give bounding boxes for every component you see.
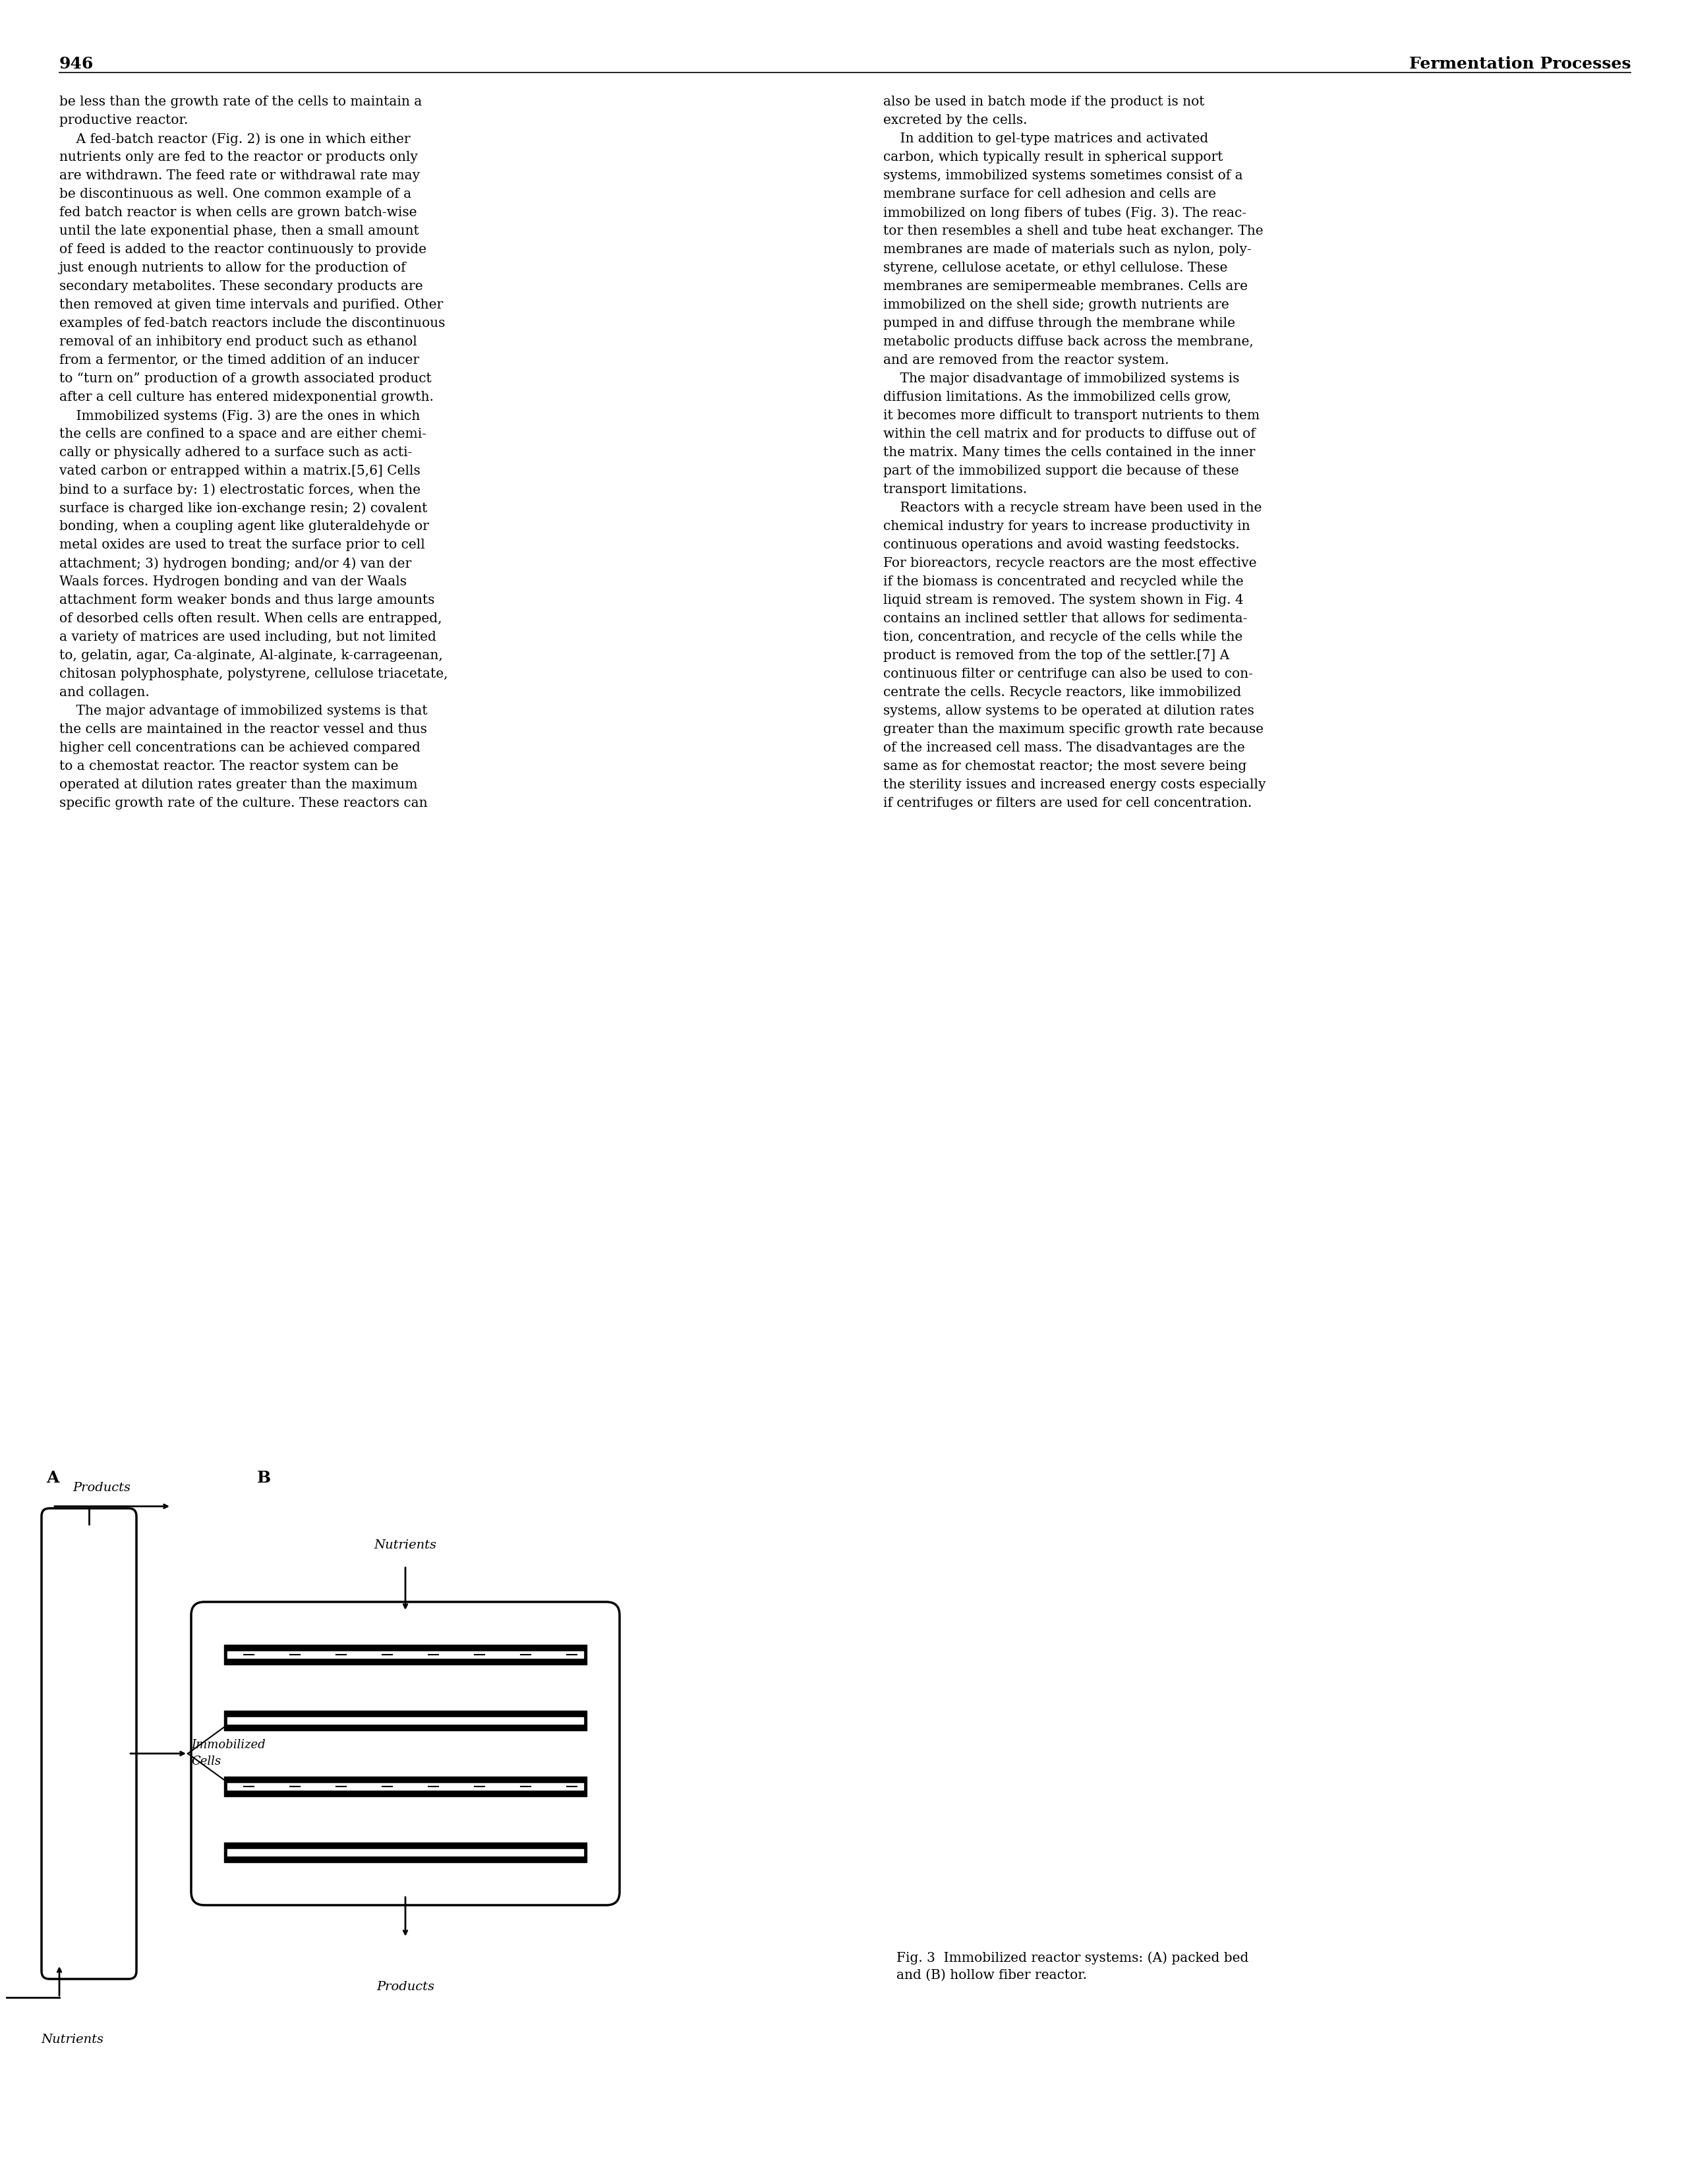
Text: surface is charged like ion-exchange resin; 2) covalent: surface is charged like ion-exchange res… (59, 502, 428, 515)
Text: systems, immobilized systems sometimes consist of a: systems, immobilized systems sometimes c… (884, 170, 1242, 181)
Text: transport limitations.: transport limitations. (884, 483, 1028, 496)
Text: carbon, which typically result in spherical support: carbon, which typically result in spheri… (884, 151, 1224, 164)
Text: also be used in batch mode if the product is not: also be used in batch mode if the produc… (884, 96, 1205, 109)
Text: if centrifuges or filters are used for cell concentration.: if centrifuges or filters are used for c… (884, 797, 1252, 810)
Text: Waals forces. Hydrogen bonding and van der Waals: Waals forces. Hydrogen bonding and van d… (59, 577, 407, 587)
Text: pumped in and diffuse through the membrane while: pumped in and diffuse through the membra… (884, 317, 1235, 330)
Text: A fed-batch reactor (Fig. 2) is one in which either: A fed-batch reactor (Fig. 2) is one in w… (59, 133, 411, 146)
Text: attachment; 3) hydrogen bonding; and/or 4) van der: attachment; 3) hydrogen bonding; and/or … (59, 557, 411, 570)
Text: to, gelatin, agar, Ca-alginate, Al-alginate, k-carrageenan,: to, gelatin, agar, Ca-alginate, Al-algin… (59, 649, 443, 662)
Text: metabolic products diffuse back across the membrane,: metabolic products diffuse back across t… (884, 336, 1254, 347)
Text: A: A (46, 1470, 59, 1485)
Text: and collagen.: and collagen. (59, 686, 149, 699)
Text: B: B (257, 1470, 270, 1485)
Text: if the biomass is concentrated and recycled while the: if the biomass is concentrated and recyc… (884, 577, 1244, 587)
Text: liquid stream is removed. The system shown in Fig. 4: liquid stream is removed. The system sho… (884, 594, 1244, 607)
Text: until the late exponential phase, then a small amount: until the late exponential phase, then a… (59, 225, 419, 238)
Text: Nutrients: Nutrients (373, 1540, 436, 1551)
Text: vated carbon or entrapped within a matrix.[5,6] Cells: vated carbon or entrapped within a matri… (59, 465, 421, 478)
Text: productive reactor.: productive reactor. (59, 114, 188, 127)
Text: For bioreactors, recycle reactors are the most effective: For bioreactors, recycle reactors are th… (884, 557, 1257, 570)
Text: be discontinuous as well. One common example of a: be discontinuous as well. One common exa… (59, 188, 411, 201)
Text: specific growth rate of the culture. These reactors can: specific growth rate of the culture. The… (59, 797, 428, 810)
Text: styrene, cellulose acetate, or ethyl cellulose. These: styrene, cellulose acetate, or ethyl cel… (884, 262, 1227, 275)
Text: to “turn on” production of a growth associated product: to “turn on” production of a growth asso… (59, 373, 431, 384)
FancyBboxPatch shape (42, 1509, 137, 1979)
Text: within the cell matrix and for products to diffuse out of: within the cell matrix and for products … (884, 428, 1256, 441)
Text: part of the immobilized support die because of these: part of the immobilized support die beca… (884, 465, 1239, 478)
Text: Products: Products (73, 1483, 130, 1494)
Text: Fermentation Processes: Fermentation Processes (1409, 57, 1631, 72)
Text: membranes are made of materials such as nylon, poly-: membranes are made of materials such as … (884, 242, 1251, 256)
Text: 946: 946 (59, 57, 93, 72)
Text: greater than the maximum specific growth rate because: greater than the maximum specific growth… (884, 723, 1264, 736)
Text: cally or physically adhered to a surface such as acti-: cally or physically adhered to a surface… (59, 446, 412, 459)
Text: Products: Products (377, 1981, 434, 1992)
Text: chemical industry for years to increase productivity in: chemical industry for years to increase … (884, 520, 1251, 533)
Text: the matrix. Many times the cells contained in the inner: the matrix. Many times the cells contain… (884, 446, 1256, 459)
Text: just enough nutrients to allow for the production of: just enough nutrients to allow for the p… (59, 262, 406, 275)
Text: Reactors with a recycle stream have been used in the: Reactors with a recycle stream have been… (884, 502, 1262, 513)
Text: immobilized on long fibers of tubes (Fig. 3). The reac-: immobilized on long fibers of tubes (Fig… (884, 205, 1247, 218)
Text: higher cell concentrations can be achieved compared: higher cell concentrations can be achiev… (59, 743, 421, 753)
Text: tor then resembles a shell and tube heat exchanger. The: tor then resembles a shell and tube heat… (884, 225, 1264, 238)
Text: operated at dilution rates greater than the maximum: operated at dilution rates greater than … (59, 778, 417, 791)
Text: of feed is added to the reactor continuously to provide: of feed is added to the reactor continuo… (59, 242, 426, 256)
Text: continuous operations and avoid wasting feedstocks.: continuous operations and avoid wasting … (884, 539, 1239, 550)
Text: bonding, when a coupling agent like gluteraldehyde or: bonding, when a coupling agent like glut… (59, 520, 429, 533)
Text: continuous filter or centrifuge can also be used to con-: continuous filter or centrifuge can also… (884, 668, 1252, 681)
Text: centrate the cells. Recycle reactors, like immobilized: centrate the cells. Recycle reactors, li… (884, 686, 1240, 699)
Text: the cells are confined to a space and are either chemi-: the cells are confined to a space and ar… (59, 428, 426, 441)
Text: to a chemostat reactor. The reactor system can be: to a chemostat reactor. The reactor syst… (59, 760, 399, 773)
Text: excreted by the cells.: excreted by the cells. (884, 114, 1028, 127)
Text: immobilized on the shell side; growth nutrients are: immobilized on the shell side; growth nu… (884, 299, 1229, 310)
Text: tion, concentration, and recycle of the cells while the: tion, concentration, and recycle of the … (884, 631, 1242, 644)
Text: after a cell culture has entered midexponential growth.: after a cell culture has entered midexpo… (59, 391, 434, 404)
Text: attachment form weaker bonds and thus large amounts: attachment form weaker bonds and thus la… (59, 594, 434, 607)
Text: be less than the growth rate of the cells to maintain a: be less than the growth rate of the cell… (59, 96, 422, 109)
Text: it becomes more difficult to transport nutrients to them: it becomes more difficult to transport n… (884, 408, 1259, 422)
Text: the cells are maintained in the reactor vessel and thus: the cells are maintained in the reactor … (59, 723, 428, 736)
Text: metal oxides are used to treat the surface prior to cell: metal oxides are used to treat the surfa… (59, 539, 424, 550)
Text: Nutrients: Nutrients (41, 2033, 103, 2046)
Text: the sterility issues and increased energy costs especially: the sterility issues and increased energ… (884, 778, 1266, 791)
Text: In addition to gel-type matrices and activated: In addition to gel-type matrices and act… (884, 133, 1208, 144)
Text: secondary metabolites. These secondary products are: secondary metabolites. These secondary p… (59, 280, 422, 293)
Text: chitosan polyphosphate, polystyrene, cellulose triacetate,: chitosan polyphosphate, polystyrene, cel… (59, 668, 448, 681)
Text: bind to a surface by: 1) electrostatic forces, when the: bind to a surface by: 1) electrostatic f… (59, 483, 421, 496)
Text: membrane surface for cell adhesion and cells are: membrane surface for cell adhesion and c… (884, 188, 1217, 201)
Text: of desorbed cells often result. When cells are entrapped,: of desorbed cells often result. When cel… (59, 612, 443, 625)
FancyBboxPatch shape (191, 1601, 620, 1904)
Text: Immobilized
Cells: Immobilized Cells (191, 1738, 265, 1767)
Text: and are removed from the reactor system.: and are removed from the reactor system. (884, 354, 1169, 367)
Text: membranes are semipermeable membranes. Cells are: membranes are semipermeable membranes. C… (884, 280, 1247, 293)
Text: from a fermentor, or the timed addition of an inducer: from a fermentor, or the timed addition … (59, 354, 419, 367)
Text: then removed at given time intervals and purified. Other: then removed at given time intervals and… (59, 299, 443, 310)
Text: are withdrawn. The feed rate or withdrawal rate may: are withdrawn. The feed rate or withdraw… (59, 170, 419, 181)
Text: Fig. 3  Immobilized reactor systems: (A) packed bed
and (B) hollow fiber reactor: Fig. 3 Immobilized reactor systems: (A) … (896, 1950, 1249, 1981)
Text: fed batch reactor is when cells are grown batch-wise: fed batch reactor is when cells are grow… (59, 205, 417, 218)
Text: of the increased cell mass. The disadvantages are the: of the increased cell mass. The disadvan… (884, 743, 1246, 753)
Text: product is removed from the top of the settler.[7] A: product is removed from the top of the s… (884, 649, 1229, 662)
Text: examples of fed-batch reactors include the discontinuous: examples of fed-batch reactors include t… (59, 317, 444, 330)
Text: systems, allow systems to be operated at dilution rates: systems, allow systems to be operated at… (884, 705, 1254, 716)
Text: same as for chemostat reactor; the most severe being: same as for chemostat reactor; the most … (884, 760, 1247, 773)
Text: removal of an inhibitory end product such as ethanol: removal of an inhibitory end product suc… (59, 336, 417, 347)
Text: Immobilized systems (Fig. 3) are the ones in which: Immobilized systems (Fig. 3) are the one… (59, 408, 421, 422)
Text: nutrients only are fed to the reactor or products only: nutrients only are fed to the reactor or… (59, 151, 417, 164)
Text: contains an inclined settler that allows for sedimenta-: contains an inclined settler that allows… (884, 612, 1247, 625)
Text: diffusion limitations. As the immobilized cells grow,: diffusion limitations. As the immobilize… (884, 391, 1232, 404)
Text: The major disadvantage of immobilized systems is: The major disadvantage of immobilized sy… (884, 373, 1239, 384)
Text: a variety of matrices are used including, but not limited: a variety of matrices are used including… (59, 631, 436, 644)
Text: The major advantage of immobilized systems is that: The major advantage of immobilized syste… (59, 705, 428, 716)
